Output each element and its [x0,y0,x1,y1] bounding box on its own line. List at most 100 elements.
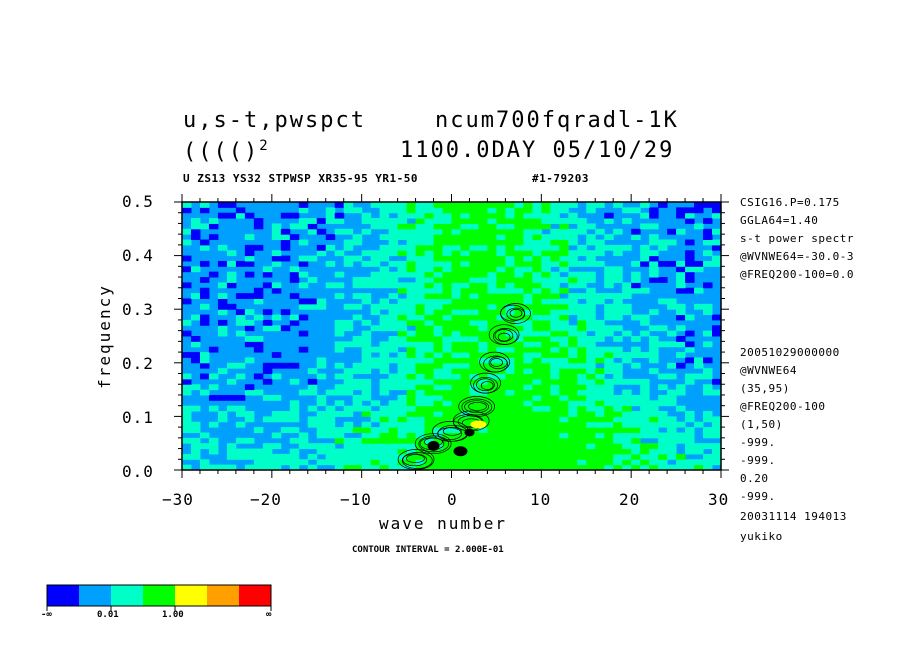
heatmap-cell [640,464,650,471]
heatmap-cell [442,330,452,337]
heatmap-cell [370,309,381,316]
heatmap-cell [685,287,695,294]
heatmap-cell [361,437,372,444]
heatmap-cell [586,405,596,412]
heatmap-cell [262,325,273,332]
heatmap-cell [595,373,605,380]
heatmap-cell [235,373,246,380]
heatmap-cell [568,352,578,358]
heatmap-cell [451,352,461,358]
heatmap-cell [433,282,444,289]
heatmap-cell [244,357,255,364]
heatmap-cell [640,384,650,391]
heatmap-cell [505,330,515,337]
heatmap-cell [505,368,515,375]
heatmap-cell [406,448,417,455]
heatmap-cell [496,212,506,219]
heatmap-cell [487,405,497,412]
heatmap-cell [586,432,596,439]
heatmap-cell [541,314,551,321]
heatmap-cell [559,277,569,283]
heatmap-cell [523,341,533,348]
heatmap-cell [325,448,336,455]
heatmap-cell [442,416,452,423]
heatmap-cell [226,443,237,450]
heatmap-cell [667,421,677,428]
heatmap-cell [550,250,560,257]
heatmap-cell [667,362,677,369]
heatmap-cell [424,394,435,401]
heatmap-cell [550,336,560,342]
heatmap-cell [361,336,372,342]
heatmap-cell [406,432,417,439]
heatmap-cell [334,341,345,348]
heatmap-cell [424,260,435,267]
heatmap-cell [334,448,345,455]
heatmap-cell [478,368,488,375]
heatmap-cell [631,464,641,471]
heatmap-cell [487,427,497,433]
heatmap-cell [487,202,497,208]
heatmap-cell [613,427,623,433]
x-axis-label: wave number [379,514,507,533]
heatmap-cell [649,368,659,375]
heatmap-cell [712,212,722,219]
heatmap-cell [235,394,246,401]
heatmap-cell [703,459,713,466]
heatmap-cell [397,309,408,316]
heatmap-cell [406,250,417,257]
heatmap-cell [577,282,587,289]
heatmap-cell [613,416,623,423]
heatmap-cell [379,443,390,450]
heatmap-cell [361,411,372,417]
heatmap-cell [577,314,587,321]
heatmap-cell [676,228,686,235]
heatmap-cell [559,427,569,433]
heatmap-cell [586,448,596,455]
heatmap-cell [415,250,426,257]
heatmap-cell [235,330,246,337]
heatmap-cell [442,362,452,369]
heatmap-cell [640,394,650,401]
heatmap-cell [415,218,426,224]
heatmap-cell [514,277,524,283]
heatmap-cell [568,416,578,423]
heatmap-cell [406,228,417,235]
heatmap-cell [487,448,497,455]
heatmap-cell [667,394,677,401]
heatmap-cell [631,448,641,455]
heatmap-cell [487,260,497,267]
heatmap-cell [190,448,201,455]
heatmap-cell [424,309,435,316]
heatmap-cell [541,448,551,455]
heatmap-cell [469,255,479,262]
heatmap-cell [469,266,479,273]
heatmap-cell [577,373,587,380]
heatmap-cell [523,319,533,326]
heatmap-cell [496,298,506,305]
heatmap-cell [253,314,264,321]
heatmap-cell [505,282,515,289]
heatmap-cell [568,330,578,337]
heatmap-cell [658,202,668,208]
heatmap-cell [361,212,372,219]
heatmap-cell [541,244,551,251]
heatmap-cell [343,303,354,310]
heatmap-cell [577,277,587,283]
heatmap-cell [478,357,488,364]
heatmap-cell [559,239,569,246]
heatmap-cell [523,250,533,257]
heatmap-cell [568,282,578,289]
heatmap-cell [199,239,210,246]
heatmap-cell [613,373,623,380]
heatmap-cell [433,314,444,321]
heatmap-cell [703,309,713,316]
heatmap-cell [694,459,704,466]
heatmap-cell [406,223,417,230]
heatmap-cell [595,325,605,332]
heatmap-cell [622,309,632,316]
heatmap-cell [415,352,426,358]
heatmap-cell [523,352,533,358]
heatmap-cell [217,411,228,417]
heatmap-cell [478,314,488,321]
